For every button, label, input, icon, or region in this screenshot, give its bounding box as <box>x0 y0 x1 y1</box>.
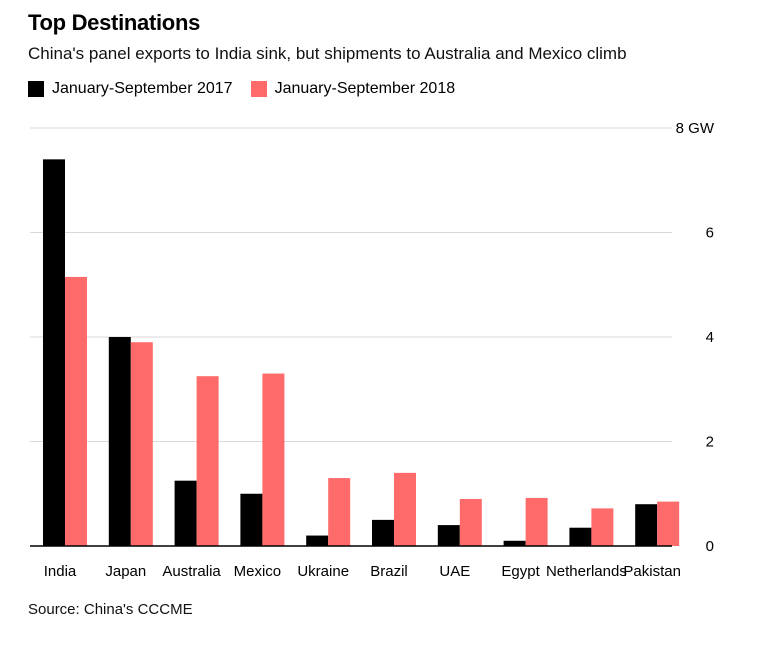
bar-australia-2018 <box>196 376 219 546</box>
bar-pakistan-2017 <box>635 504 658 546</box>
x-tick-label-netherlands: Netherlands <box>546 563 627 580</box>
y-tick-label-0: 0 <box>706 538 714 555</box>
y-tick-label-6: 6 <box>706 225 714 242</box>
legend: January-September 2017 January-September… <box>28 80 473 98</box>
chart-subtitle: China's panel exports to India sink, but… <box>28 44 627 63</box>
legend-label-2018: January-September 2018 <box>274 80 456 97</box>
bar-ukraine-2018 <box>328 478 351 546</box>
bar-uae-2018 <box>459 498 482 546</box>
x-tick-label-mexico: Mexico <box>234 563 282 580</box>
bar-pakistan-2018 <box>657 501 680 546</box>
bar-uae-2017 <box>437 525 460 546</box>
bar-mexico-2018 <box>262 373 285 546</box>
y-tick-label-4: 4 <box>706 329 714 346</box>
bar-mexico-2017 <box>240 493 263 546</box>
bar-brazil-2018 <box>394 472 416 546</box>
x-tick-label-uae: UAE <box>439 563 470 580</box>
bar-netherlands-2018 <box>591 508 614 546</box>
x-tick-label-brazil: Brazil <box>370 563 408 580</box>
legend-swatch-2018 <box>250 81 267 97</box>
bar-japan-2018 <box>130 342 153 546</box>
bar-india-2017 <box>43 159 65 546</box>
legend-label-2017: January-September 2017 <box>52 80 233 97</box>
x-tick-label-egypt: Egypt <box>501 563 540 580</box>
legend-item-2018: January-September 2018 <box>250 80 456 98</box>
y-tick-label-8: 8 GW <box>676 120 715 137</box>
bar-australia-2017 <box>174 480 197 546</box>
x-tick-label-australia: Australia <box>162 563 221 580</box>
bar-egypt-2018 <box>525 497 548 546</box>
y-tick-label-2: 2 <box>706 434 714 451</box>
bar-india-2018 <box>65 276 87 546</box>
legend-item-2017: January-September 2017 <box>28 80 233 98</box>
x-tick-label-ukraine: Ukraine <box>297 563 349 580</box>
source-note: Source: China's CCCME <box>28 601 193 618</box>
bar-japan-2017 <box>108 337 131 546</box>
chart-title: Top Destinations <box>28 10 201 35</box>
x-tick-label-japan: Japan <box>105 563 146 580</box>
bar-netherlands-2017 <box>569 527 592 546</box>
bar-brazil-2017 <box>372 519 394 546</box>
x-tick-label-india: India <box>44 563 77 580</box>
bar-ukraine-2017 <box>306 535 329 546</box>
bar-egypt-2017 <box>503 540 526 546</box>
legend-swatch-2017 <box>28 81 44 97</box>
x-tick-label-pakistan: Pakistan <box>623 563 681 580</box>
